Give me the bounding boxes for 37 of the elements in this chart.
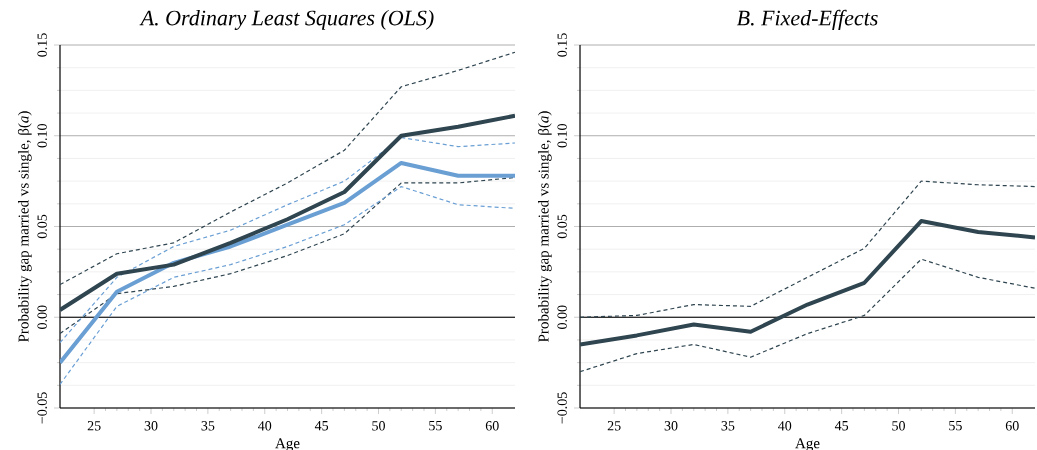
line-series [60,185,516,385]
x-tick-label: 40 [258,421,272,431]
y-tick-label: 0.10 [37,124,47,148]
y-tick-label: 0.00 [37,305,47,329]
x-tick-label: 45 [314,421,329,431]
x-tick-label: 50 [892,421,905,431]
x-tick-label: 30 [664,421,678,431]
line-series [580,180,1036,318]
y-tick-label: 0.05 [37,214,47,239]
x-tick-label: 55 [429,421,442,431]
x-tick-label: 50 [372,421,385,431]
y-axis-title: Probability gap married vs single, β(a) [537,111,552,342]
x-tick-label: 45 [834,421,849,431]
line-series [580,258,1036,373]
x-tick-label: 35 [201,421,215,431]
y-tick-label: 0.10 [557,124,567,148]
chart-title: A. Ordinary Least Squares (OLS) [139,9,434,30]
x-tick-label: 25 [87,421,101,431]
y-tick-label: 0.15 [37,33,47,57]
line-series [60,136,516,344]
line-series [60,113,516,312]
chart-title: B. Fixed-Effects [736,9,878,30]
x-tick-label: 30 [144,421,158,431]
line-series [60,51,516,286]
line-series [580,219,1036,347]
y-tick-label: −0.05 [557,392,567,424]
y-axis-title: Probability gap married vs single, β(a) [17,111,32,342]
y-tick-label: −0.05 [37,392,47,424]
x-tick-label: 60 [1005,421,1019,431]
x-tick-label: 35 [721,421,735,431]
x-tick-label: 40 [778,421,792,431]
x-tick-label: 55 [949,421,962,431]
x-tick-label: 60 [485,421,499,431]
y-tick-label: 0.15 [557,33,567,57]
x-tick-label: 25 [607,421,621,431]
y-tick-label: 0.05 [557,214,567,239]
y-tick-label: 0.00 [557,305,567,329]
